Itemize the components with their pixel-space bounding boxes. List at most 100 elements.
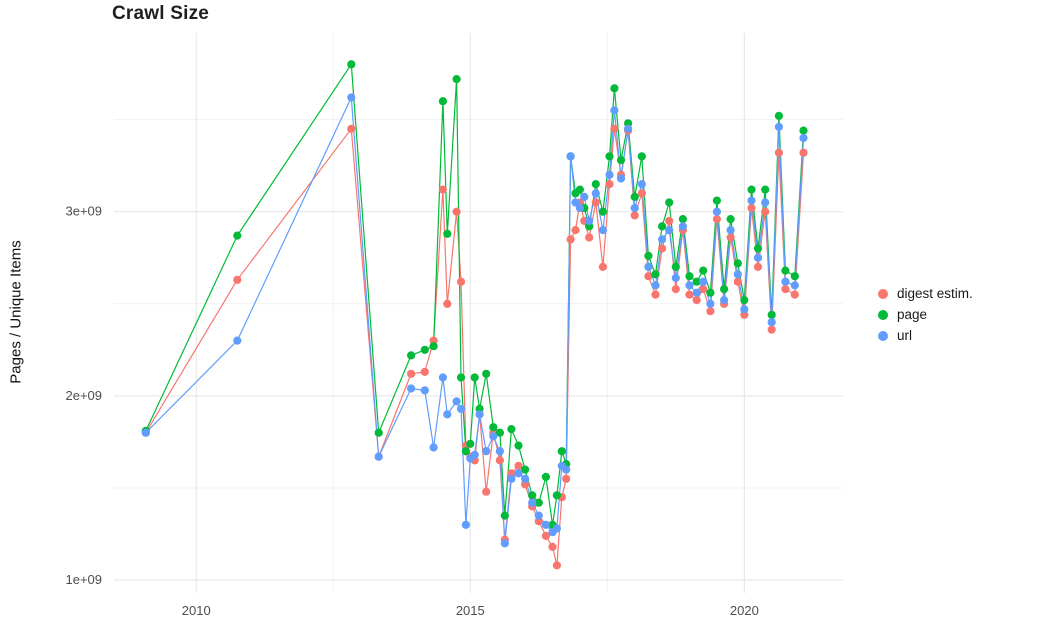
data-point-url — [651, 281, 660, 290]
data-point-url — [585, 216, 594, 225]
data-point-page — [429, 342, 438, 351]
data-point-page — [767, 310, 776, 319]
data-point-page — [591, 180, 600, 189]
data-point-url — [665, 226, 674, 235]
data-point-url — [495, 447, 504, 456]
data-point-digest-estim- — [706, 307, 715, 316]
data-point-digest-estim- — [753, 262, 763, 271]
data-point-digest-estim- — [420, 367, 429, 376]
data-point-url — [489, 432, 498, 441]
data-point-url — [566, 152, 575, 161]
data-point-page — [420, 345, 429, 354]
data-point-page — [438, 97, 447, 106]
data-point-page — [699, 266, 708, 275]
data-point-url — [630, 203, 639, 213]
legend-key-digest-dot — [878, 288, 888, 299]
legend-item-page: page — [878, 307, 973, 322]
data-point-page — [706, 288, 715, 297]
data-point-url — [767, 318, 776, 327]
data-point-url — [475, 410, 484, 419]
legend-key-page-dot — [878, 309, 888, 320]
data-point-digest-estim- — [347, 124, 356, 133]
data-point-page — [753, 244, 763, 253]
data-point-url — [658, 235, 667, 244]
data-point-page — [747, 185, 756, 194]
data-point-page — [726, 215, 735, 224]
data-point-url — [774, 122, 784, 131]
data-point-url — [692, 288, 701, 297]
y-axis-tick-label: 3e+09 — [65, 204, 102, 219]
data-point-page — [790, 272, 799, 281]
data-point-url — [726, 226, 735, 235]
data-point-digest-estim- — [651, 290, 660, 299]
data-point-digest-estim- — [552, 561, 562, 570]
data-point-page — [658, 222, 667, 231]
data-point-digest-estim- — [733, 277, 742, 286]
series-line-url — [145, 96, 805, 544]
data-point-page — [575, 185, 585, 194]
y-axis-tick-label: 1e+09 — [65, 572, 102, 587]
data-point-page — [761, 185, 770, 194]
data-point-url — [610, 106, 619, 115]
data-point-digest-estim- — [562, 474, 571, 483]
data-point-url — [528, 498, 537, 507]
data-point-page — [799, 126, 808, 135]
data-point-digest-estim- — [781, 285, 790, 294]
data-point-page — [781, 266, 790, 275]
data-point-page — [671, 262, 680, 271]
data-point-url — [407, 384, 416, 393]
data-point-page — [605, 152, 614, 161]
data-point-page — [557, 447, 566, 456]
data-point-digest-estim- — [644, 272, 653, 281]
data-point-url — [438, 373, 447, 382]
y-axis-title: Pages / Unique Items — [7, 240, 25, 384]
data-point-url — [347, 93, 356, 102]
series-line-digest-estim- — [145, 128, 805, 567]
data-point-url — [761, 198, 770, 207]
data-point-page — [347, 60, 356, 69]
data-point-url — [706, 299, 715, 308]
data-point-page — [514, 441, 523, 450]
data-point-digest-estim- — [658, 244, 667, 253]
data-point-url — [678, 222, 688, 231]
data-point-page — [466, 439, 475, 448]
legend-key-url-dot — [878, 330, 888, 341]
data-point-page — [461, 447, 470, 456]
data-point-page — [616, 156, 626, 165]
data-point-digest-estim- — [671, 285, 680, 294]
legend-item-digest-estim: digest estim. — [878, 286, 973, 301]
data-point-url — [443, 410, 452, 419]
data-point-url — [233, 336, 242, 345]
chart-title: Crawl Size — [112, 3, 210, 24]
data-point-url — [685, 281, 694, 290]
data-point-url — [753, 253, 763, 262]
data-point-digest-estim- — [790, 290, 799, 299]
data-point-page — [534, 498, 543, 507]
data-point-page — [598, 207, 608, 216]
legend-label-page: page — [897, 307, 928, 322]
data-point-page — [630, 192, 639, 201]
data-point-url — [482, 447, 491, 456]
data-point-page — [482, 369, 491, 378]
data-point-url — [470, 450, 479, 459]
data-point-url — [591, 189, 600, 198]
data-point-url — [541, 520, 551, 529]
data-point-url — [452, 397, 461, 406]
data-point-digest-estim- — [591, 198, 600, 207]
data-point-url — [740, 305, 749, 314]
data-point-page — [637, 152, 646, 161]
data-point-url — [671, 273, 680, 283]
data-point-digest-estim- — [712, 215, 722, 224]
data-point-digest-estim- — [630, 211, 639, 220]
data-point-url — [575, 203, 585, 213]
data-point-url — [605, 170, 614, 179]
data-point-url — [521, 474, 530, 483]
data-point-page — [470, 373, 479, 382]
data-point-page — [507, 425, 516, 434]
data-point-url — [699, 277, 708, 286]
data-point-url — [552, 524, 562, 533]
data-point-url — [500, 539, 509, 548]
data-point-digest-estim- — [407, 369, 416, 378]
